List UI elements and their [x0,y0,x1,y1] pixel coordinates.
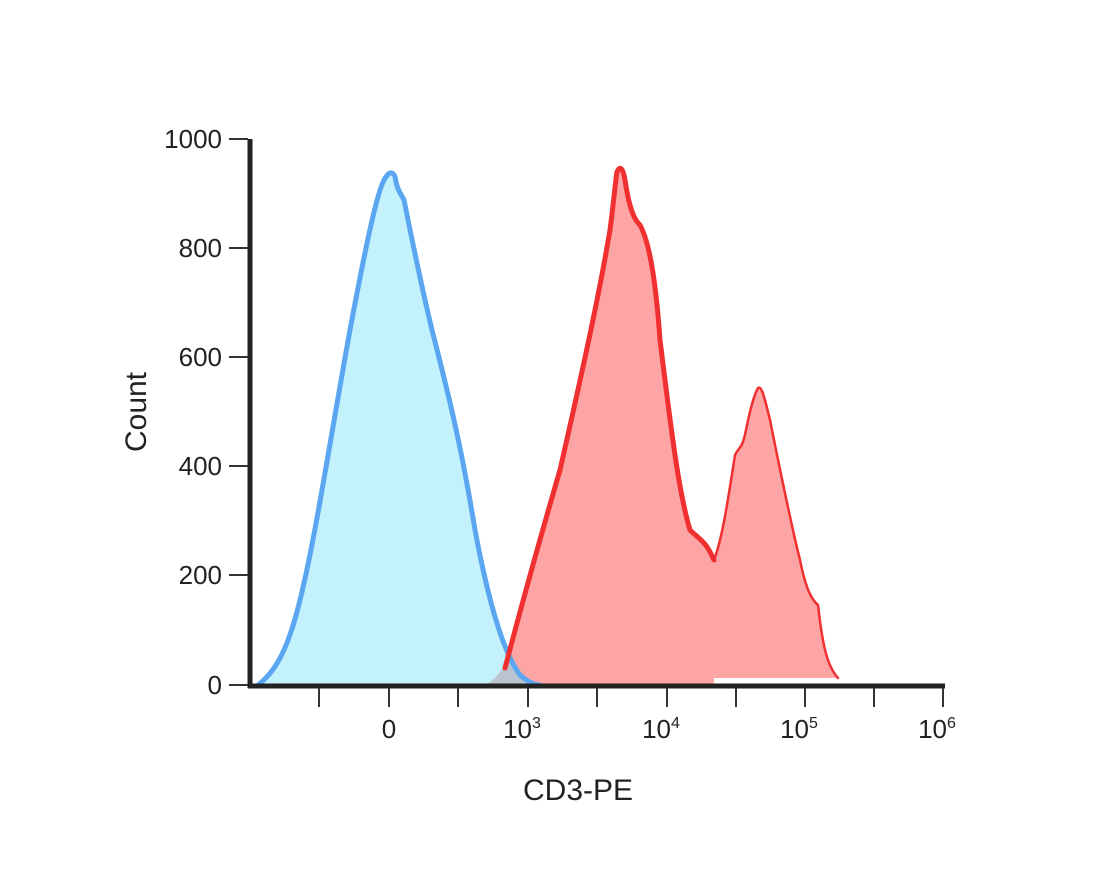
y-tick-label: 200 [179,560,222,590]
y-tick-label: 0 [208,670,222,700]
y-tick-label: 400 [179,451,222,481]
y-tick-label: 1000 [164,124,222,154]
y-tick-label: 600 [179,342,222,372]
x-tick-label: 106 [918,714,956,744]
stained-histogram-line-right [712,386,840,680]
x-tick-label: 104 [642,714,680,744]
x-tick-label: 103 [503,714,541,744]
x-tick-label: 0 [382,714,396,744]
x-ticks [318,688,944,707]
y-tick-label: 800 [179,233,222,263]
x-axis-title: CD3-PE [523,774,633,807]
x-tick-label: 105 [780,714,818,744]
y-axis-title: Count [120,371,153,452]
control-histogram-line [255,170,543,688]
stained-histogram-fill [485,168,714,685]
stained-histogram-line [502,165,717,671]
stained-histogram-fill-right [714,387,838,678]
y-ticks [229,138,248,686]
control-histogram-fill [258,172,540,686]
